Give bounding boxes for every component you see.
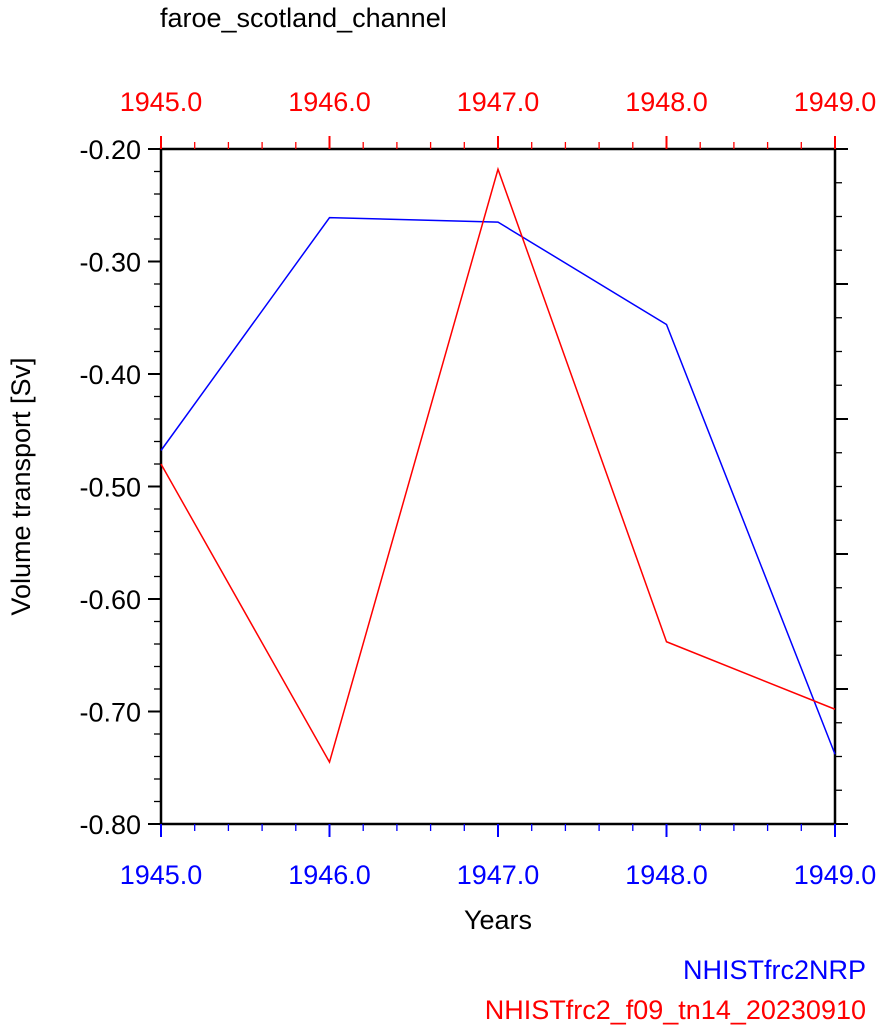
x-top-tick-label: 1949.0 bbox=[794, 87, 877, 117]
x-bottom-tick-label: 1945.0 bbox=[120, 860, 203, 890]
y-tick-label: -0.70 bbox=[79, 698, 141, 728]
y-tick-label: -0.20 bbox=[79, 135, 141, 165]
y-tick-label: -0.50 bbox=[79, 473, 141, 503]
legend-entry-red-series: NHISTfrc2_f09_tn14_20230910 bbox=[484, 995, 866, 1025]
x-bottom-tick-label: 1947.0 bbox=[457, 860, 540, 890]
x-top-tick-label: 1945.0 bbox=[120, 87, 203, 117]
legend-entry-blue-series: NHISTfrc2NRP bbox=[682, 955, 866, 985]
x-bottom-tick-label: 1948.0 bbox=[625, 860, 708, 890]
series-line-1 bbox=[160, 216, 836, 755]
y-axis-label: Volume transport [Sv] bbox=[6, 357, 36, 615]
x-top-tick-label: 1947.0 bbox=[457, 87, 540, 117]
x-top-tick-label: 1948.0 bbox=[625, 87, 708, 117]
plot-frame bbox=[159, 147, 837, 826]
y-tick-label: -0.60 bbox=[79, 585, 141, 615]
y-tick-label: -0.80 bbox=[79, 810, 141, 840]
chart-title: faroe_scotland_channel bbox=[160, 3, 447, 33]
x-axis-label: Years bbox=[464, 905, 532, 935]
x-bottom-tick-label: 1949.0 bbox=[794, 860, 877, 890]
series-line-2 bbox=[160, 166, 836, 765]
y-tick-label: -0.30 bbox=[79, 248, 141, 278]
x-top-tick-label: 1946.0 bbox=[288, 87, 371, 117]
x-bottom-tick-label: 1946.0 bbox=[288, 860, 371, 890]
y-tick-label: -0.40 bbox=[79, 360, 141, 390]
